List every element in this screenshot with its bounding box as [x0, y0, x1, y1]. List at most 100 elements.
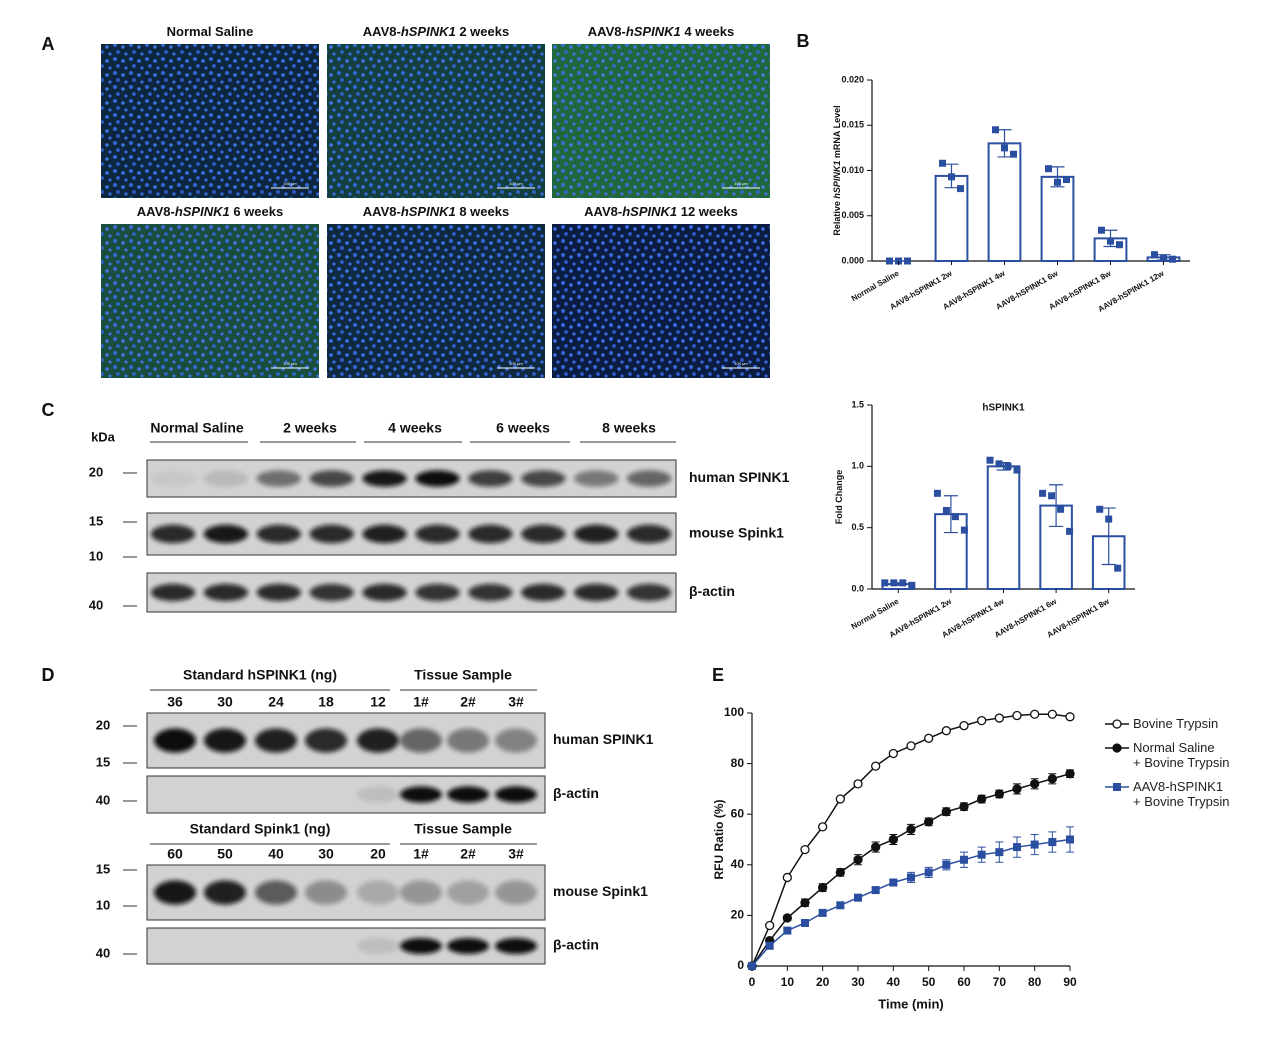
- blot-band: [204, 880, 246, 905]
- data-point: [765, 920, 775, 931]
- blot-band: [203, 470, 249, 487]
- data-point: [1057, 505, 1065, 513]
- blot-row-label: mouse Spink1: [553, 883, 648, 899]
- blot-band: [415, 470, 460, 487]
- micrograph-title-part: AAV8-: [363, 204, 401, 219]
- data-point: [871, 886, 880, 895]
- blot-row-label: mouse Spink1: [689, 525, 784, 541]
- blot-band: [154, 728, 196, 753]
- micrograph-title-part: 12 weeks: [677, 204, 738, 219]
- lane-group-label: Standard Spink1 (ng): [190, 821, 331, 837]
- y-tick-label: 100: [724, 705, 744, 719]
- data-point: [992, 126, 999, 134]
- data-point: [960, 855, 968, 864]
- data-point: [853, 779, 863, 789]
- micrograph-title-part: hSPINK1: [401, 24, 456, 39]
- chart-title: hSPINK1: [982, 403, 1025, 414]
- data-point: [1112, 719, 1122, 729]
- data-point: [933, 489, 941, 497]
- data-point: [1105, 515, 1113, 523]
- mw-marker: 10: [96, 897, 110, 912]
- y-axis-label: Relative hSPINK1 mRNA Level: [832, 105, 842, 235]
- mw-marker: 20: [89, 464, 103, 479]
- lane-label: 30: [217, 694, 233, 710]
- data-point: [924, 817, 934, 827]
- panel-label: A: [42, 34, 55, 54]
- micrograph-title-part: hSPINK1: [175, 204, 230, 219]
- y-axis-label-part: Relative: [832, 199, 842, 236]
- blot-band: [573, 524, 619, 544]
- x-tick-label: 90: [1063, 975, 1077, 989]
- lane-label: 1#: [413, 846, 429, 862]
- lane-group-label: Standard hSPINK1 (ng): [183, 667, 337, 683]
- data-point: [960, 526, 968, 534]
- y-tick-label: 20: [731, 908, 745, 922]
- lane-label: 3#: [508, 846, 524, 862]
- y-axis-label-part: Fold Change: [834, 470, 844, 525]
- blot-band: [400, 728, 442, 753]
- data-point: [948, 173, 955, 181]
- data-point: [748, 962, 756, 970]
- data-point: [765, 941, 774, 950]
- lane-label: 36: [167, 694, 183, 710]
- micrograph-title: AAV8-hSPINK1 8 weeks: [363, 204, 509, 219]
- data-point: [1013, 843, 1021, 852]
- data-point: [899, 579, 907, 587]
- panel-label: E: [712, 665, 724, 685]
- blot-band: [495, 880, 537, 905]
- data-point: [801, 918, 809, 927]
- blot-band: [626, 583, 672, 602]
- lane-label: 18: [318, 694, 334, 710]
- error-bar: [1049, 484, 1064, 528]
- data-point: [941, 726, 951, 736]
- data-point: [1113, 783, 1121, 791]
- legend-entry: Bovine Trypsin: [1103, 716, 1229, 731]
- data-point: [977, 794, 987, 804]
- data-point: [871, 842, 881, 852]
- y-tick-label: 1.5: [851, 399, 864, 409]
- blot-band: [150, 583, 196, 602]
- data-point: [959, 801, 969, 812]
- blot-band: [154, 880, 196, 905]
- data-point: [924, 868, 933, 877]
- y-tick-label: 0.020: [841, 74, 864, 84]
- mw-marker: 15: [96, 754, 110, 769]
- micrograph-title-part: hSPINK1: [622, 204, 677, 219]
- blot-band: [256, 524, 302, 544]
- micrograph-nuclei: [552, 224, 770, 378]
- lane-group-label: 2 weeks: [283, 420, 337, 436]
- y-tick-label: 60: [731, 806, 745, 820]
- blot-row-label: β-actin: [689, 583, 735, 599]
- blot-band: [362, 583, 407, 602]
- lane-label: 2#: [460, 846, 476, 862]
- data-point: [1160, 254, 1167, 262]
- x-tick-label: 0: [749, 975, 756, 989]
- y-axis-label: Fold Change: [834, 470, 844, 525]
- lane-label: 3#: [508, 694, 524, 710]
- data-point: [1001, 144, 1008, 152]
- micrograph-title: AAV8-hSPINK1 6 weeks: [137, 204, 283, 219]
- y-axis-label-part: hSPINK1: [832, 161, 842, 199]
- data-point: [942, 860, 951, 869]
- blot-band: [521, 583, 566, 602]
- blot-band: [256, 583, 302, 602]
- data-point: [1114, 564, 1122, 572]
- data-point: [1054, 178, 1061, 186]
- data-point: [783, 926, 792, 935]
- data-point: [881, 579, 889, 587]
- blot-band: [447, 786, 489, 803]
- data-point: [907, 873, 915, 882]
- data-point: [818, 882, 828, 893]
- blot-band: [495, 728, 537, 753]
- blot-band: [357, 880, 399, 905]
- data-point: [818, 908, 827, 917]
- data-point: [1066, 835, 1074, 844]
- blot-band: [362, 524, 407, 544]
- blot-band: [203, 583, 249, 602]
- x-tick-label: 20: [816, 975, 830, 989]
- micrograph-title: AAV8-hSPINK1 12 weeks: [584, 204, 738, 219]
- data-point: [959, 721, 969, 731]
- micrograph-title-part: AAV8-: [588, 24, 626, 39]
- data-point: [939, 159, 946, 167]
